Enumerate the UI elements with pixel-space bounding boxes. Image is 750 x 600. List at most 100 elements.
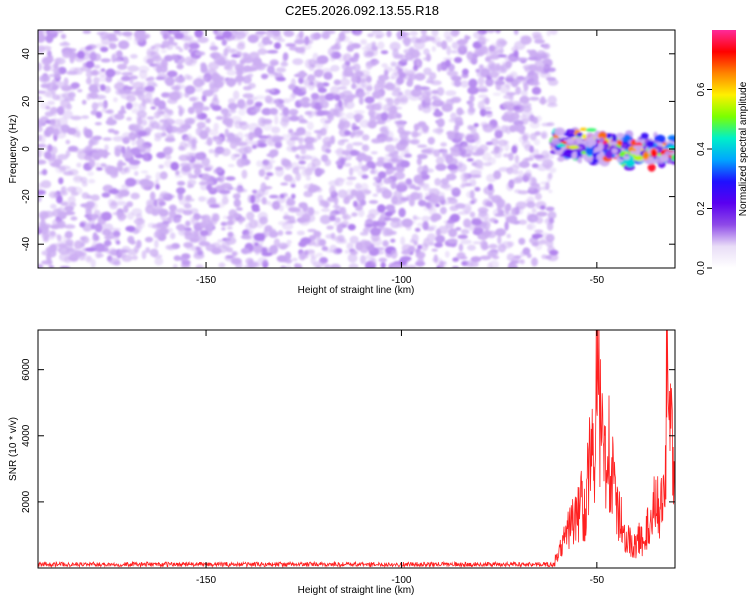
heatmap-cell: [424, 96, 432, 104]
heatmap-cell: [474, 227, 484, 233]
heatmap-cell: [389, 76, 395, 80]
heatmap-cell: [49, 118, 56, 125]
heatmap-cell: [164, 137, 176, 143]
heatmap-cell: [386, 130, 394, 141]
heatmap-cell: [566, 137, 575, 144]
heatmap-cell: [160, 210, 165, 220]
heatmap-cell: [128, 131, 136, 141]
heatmap-cell: [198, 181, 207, 186]
heatmap-cell: [155, 125, 166, 130]
heatmap-cell: [385, 153, 394, 158]
heatmap-cell: [365, 120, 378, 129]
heatmap-cell: [526, 222, 536, 231]
heatmap-cell: [269, 203, 279, 207]
snr-frame: [37, 329, 676, 569]
heatmap-cell: [117, 63, 128, 70]
heatmap-cell: [495, 30, 501, 34]
heatmap-cell: [358, 96, 364, 105]
heatmap-cell: [467, 244, 476, 251]
heatmap-cell: [200, 215, 207, 220]
heatmap-cell: [211, 213, 217, 219]
heatmap-cell: [208, 129, 219, 136]
heatmap-cell: [410, 138, 420, 145]
heatmap-cell: [178, 257, 185, 261]
heatmap-cell: [496, 145, 504, 153]
heatmap-cell: [88, 158, 96, 168]
heatmap-cell: [117, 167, 123, 172]
heatmap-cell: [45, 91, 56, 98]
heatmap-cell: [238, 108, 246, 116]
heatmap-cell: [546, 77, 557, 81]
heatmap-cell: [431, 45, 436, 52]
heatmap-cell: [174, 56, 179, 64]
heatmap-cell: [440, 142, 447, 147]
heatmap-cell: [122, 86, 134, 91]
heatmap-cell: [233, 212, 240, 218]
heatmap-cell: [108, 189, 120, 195]
heatmap-cell: [531, 233, 543, 238]
heatmap-cell: [531, 257, 538, 267]
heatmap-cell: [317, 87, 327, 93]
heatmap-cell: [435, 156, 445, 166]
heatmap-cell: [65, 150, 71, 157]
x-tick-label: -100: [391, 575, 411, 586]
heatmap-cell: [211, 72, 221, 82]
heatmap-cell: [189, 42, 200, 50]
heatmap-cell: [224, 254, 236, 262]
heatmap-cell: [477, 206, 489, 214]
heatmap-cell: [670, 160, 675, 165]
heatmap-cell: [264, 175, 270, 180]
heatmap-cell: [447, 164, 458, 171]
heatmap-cell: [433, 110, 444, 118]
heatmap-cell: [585, 147, 594, 156]
heatmap-cell: [254, 101, 263, 108]
heatmap-cell: [52, 111, 57, 117]
heatmap-cell: [155, 222, 165, 229]
heatmap-cell: [417, 244, 423, 250]
heatmap-cell: [69, 54, 75, 64]
heatmap-cell: [494, 129, 503, 139]
heatmap-cell: [546, 122, 555, 127]
heatmap-cell: [239, 99, 246, 108]
heatmap-cell: [483, 65, 491, 74]
heatmap-cell: [377, 137, 386, 144]
heatmap-cell: [200, 106, 210, 111]
heatmap-cell: [121, 72, 132, 76]
heatmap-cell: [67, 145, 79, 152]
heatmap-cell: [303, 131, 312, 137]
heatmap-cell: [512, 162, 525, 168]
heatmap-cell: [511, 177, 523, 184]
heatmap-cell: [646, 140, 655, 148]
heatmap-cell: [121, 146, 126, 155]
heatmap-cell: [439, 195, 445, 201]
heatmap-cell: [323, 30, 336, 35]
heatmap-cell: [100, 84, 106, 92]
heatmap-cell: [333, 221, 344, 227]
heatmap-cell: [113, 58, 122, 62]
heatmap-cell: [144, 92, 153, 100]
heatmap-cell: [87, 171, 94, 177]
heatmap-cell: [165, 244, 175, 250]
heatmap-cell: [187, 133, 192, 139]
heatmap-cell: [338, 37, 343, 43]
heatmap-cell: [213, 122, 219, 131]
heatmap-cell: [163, 40, 171, 49]
heatmap-cell: [162, 221, 170, 225]
heatmap-cell: [84, 247, 97, 252]
heatmap-cell: [376, 78, 386, 86]
heatmap-cell: [236, 43, 246, 50]
heatmap-cell: [144, 85, 155, 92]
heatmap-cell: [141, 100, 147, 107]
heatmap-cell: [353, 200, 358, 208]
heatmap-cell: [372, 181, 384, 187]
heatmap-cell: [256, 160, 263, 167]
heatmap-cell: [145, 77, 151, 82]
heatmap-cell: [101, 211, 112, 221]
heatmap-cell: [221, 148, 231, 157]
heatmap-cell: [229, 217, 237, 225]
heatmap-cell: [257, 63, 269, 67]
heatmap-cell: [404, 89, 412, 96]
heatmap-cell: [145, 247, 151, 254]
heatmap-cell: [659, 154, 669, 162]
heatmap-cell: [534, 193, 542, 200]
